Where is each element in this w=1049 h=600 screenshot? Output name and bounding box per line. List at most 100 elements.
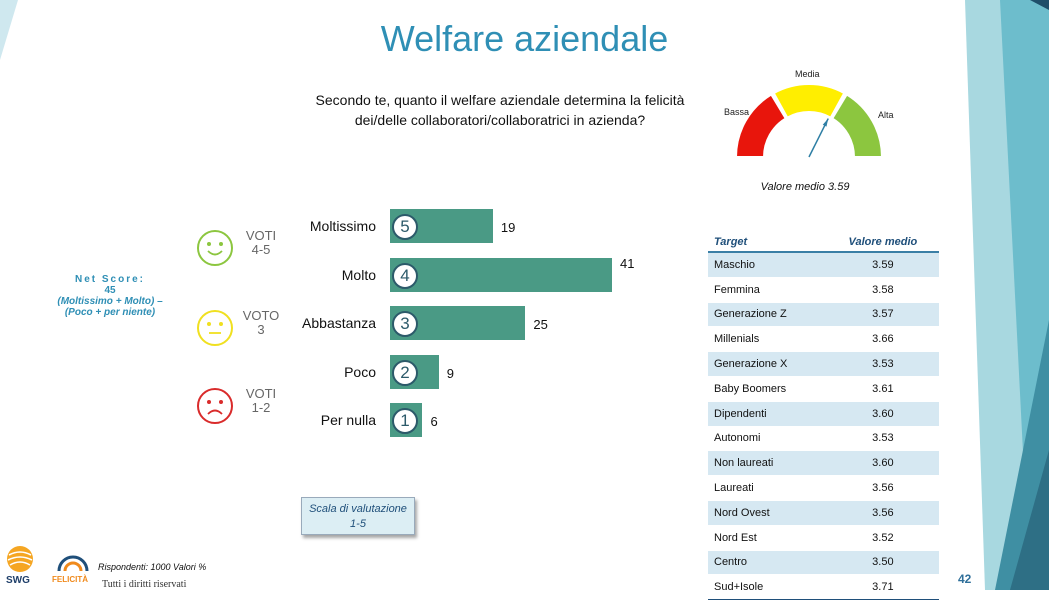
data-label: 6	[430, 414, 438, 429]
table-cell-target: Laureati	[708, 475, 827, 501]
swg-logo-text: SWG	[6, 575, 30, 586]
table-cell-value: 3.60	[826, 401, 939, 427]
score-badge: 2	[392, 359, 418, 386]
scale-box-line-2: 1-5	[350, 518, 366, 530]
gauge-label-high: Alta	[878, 110, 894, 120]
net-score-title: Net Score:	[74, 274, 145, 285]
table-row: Autonomi 3.53	[708, 426, 939, 452]
gauge-needle-head	[822, 118, 829, 127]
category-label: Abbastanza	[302, 315, 376, 331]
bar	[390, 257, 612, 292]
table-cell-target: Centro	[708, 550, 827, 576]
smiley-label-line-2: 3	[257, 322, 265, 337]
page-title: Welfare aziendale	[380, 18, 669, 59]
table-row: Non laureati 3.60	[708, 450, 939, 477]
score-badge: 4	[392, 262, 418, 289]
table-row: Laureati 3.56	[708, 475, 939, 501]
table-row: Femmina 3.58	[708, 277, 939, 303]
table-row: Baby Boomers 3.61	[708, 376, 939, 402]
score-badge: 3	[392, 311, 418, 337]
category-label: Molto	[341, 266, 376, 283]
table-cell-value: 3.61	[826, 376, 939, 402]
table-cell-value: 3.56	[826, 475, 939, 501]
table-cell-target: Nord Ovest	[708, 500, 827, 526]
table-cell-target: Dipendenti	[708, 401, 827, 427]
table-row: Maschio 3.59	[708, 252, 939, 278]
rights-notice: Tutti i diritti riservati	[102, 579, 187, 590]
table-cell-value: 3.52	[826, 525, 939, 551]
smiley-label: VOTO 3	[236, 309, 286, 337]
table-cell-target: Non laureati	[708, 450, 827, 477]
table-cell-target: Sud+Isole	[708, 574, 827, 600]
table-cell-target: Millenials	[708, 326, 827, 353]
score-badge: 1	[392, 408, 418, 434]
table-row: Generazione Z 3.57	[708, 302, 939, 328]
table-cell-target: Generazione X	[708, 351, 827, 377]
sad-face-icon	[197, 388, 233, 424]
table-cell-target: Femmina	[708, 277, 827, 303]
table-cell-target: Maschio	[708, 252, 827, 278]
smiley-label-line-2: 4-5	[251, 242, 271, 257]
data-label: 41	[620, 255, 635, 271]
gauge-label-mid: Media	[795, 69, 820, 79]
table-row: Dipendenti 3.60	[708, 401, 939, 427]
gauge-segment-mid	[772, 83, 846, 119]
gauge-chart	[734, 83, 884, 158]
table-cell-value: 3.57	[826, 302, 939, 328]
gauge-segment-high	[830, 93, 884, 158]
table-cell-value: 3.56	[826, 500, 939, 526]
gauge-label-low: Bassa	[724, 107, 750, 117]
smiley-label-line-1: VOTO	[242, 308, 280, 323]
respondents-note: Rispondenti: 1000 Valori %	[98, 562, 207, 572]
page-number: 42	[958, 572, 972, 586]
net-score-value: 45	[104, 285, 116, 296]
table-cell-value: 3.66	[826, 326, 939, 353]
data-label: 25	[533, 317, 548, 332]
table-cell-value: 3.71	[826, 574, 939, 600]
net-score: Net Score: 45 (Moltissimo + Molto) – (Po…	[50, 274, 170, 318]
category-label: Moltissimo	[309, 218, 376, 234]
table-cell-target: Autonomi	[708, 426, 827, 452]
net-score-formula-2: (Poco + per niente)	[64, 307, 156, 318]
table-cell-target: Baby Boomers	[708, 376, 827, 402]
table-cell-target: Nord Est	[708, 525, 827, 551]
gauge-segment-low	[734, 93, 788, 158]
data-label: 9	[446, 365, 454, 381]
swg-logo	[7, 546, 33, 572]
table-cell-value: 3.53	[826, 426, 939, 452]
data-label: 19	[500, 220, 516, 235]
table-cell-target: Generazione Z	[708, 302, 827, 328]
scale-box-line-1: Scala di valutazione	[309, 503, 407, 515]
table-row: Centro 3.50	[708, 550, 939, 576]
table-row: Generazione X 3.53	[708, 351, 939, 377]
scale-box: Scala di valutazione 1-5	[301, 497, 415, 535]
table-cell-value: 3.53	[826, 351, 939, 377]
table-row: Nord Ovest 3.56	[708, 500, 939, 526]
target-table: Target Valore medio Maschio 3.59 Femmina 3.…	[708, 233, 939, 600]
smiley-label: VOTI 4-5	[236, 229, 286, 257]
category-label: Per nulla	[320, 412, 376, 428]
table-header-value: Valore medio	[826, 233, 939, 253]
neutral-face-icon	[197, 310, 233, 346]
smiley-label-line-1: VOTI	[245, 228, 277, 243]
felicita-logo-text: FELICITÀ	[52, 575, 88, 584]
table-row: Nord Est 3.52	[708, 525, 939, 551]
happy-face-icon	[197, 230, 233, 266]
felicita-logo	[57, 555, 89, 572]
table-header-row: Target Valore medio	[708, 233, 939, 253]
table-row: Millenials 3.66	[708, 326, 939, 353]
table-cell-value: 3.50	[826, 550, 939, 576]
category-label: Poco	[344, 363, 376, 380]
survey-question: Secondo te, quanto il welfare aziendale …	[315, 92, 685, 128]
net-score-formula-1: (Moltissimo + Molto) –	[57, 296, 163, 307]
table-cell-value: 3.60	[826, 450, 939, 477]
table-header-target: Target	[708, 233, 827, 253]
smiley-label-line-2: 1-2	[251, 400, 271, 415]
score-badge: 5	[392, 214, 418, 240]
gauge-average-value: Valore medio 3.59	[760, 181, 850, 193]
smiley-label-line-1: VOTI	[245, 386, 277, 401]
smiley-label: VOTI 1-2	[236, 387, 286, 415]
table-row: Sud+Isole 3.71	[708, 574, 939, 600]
table-cell-value: 3.58	[826, 277, 939, 303]
